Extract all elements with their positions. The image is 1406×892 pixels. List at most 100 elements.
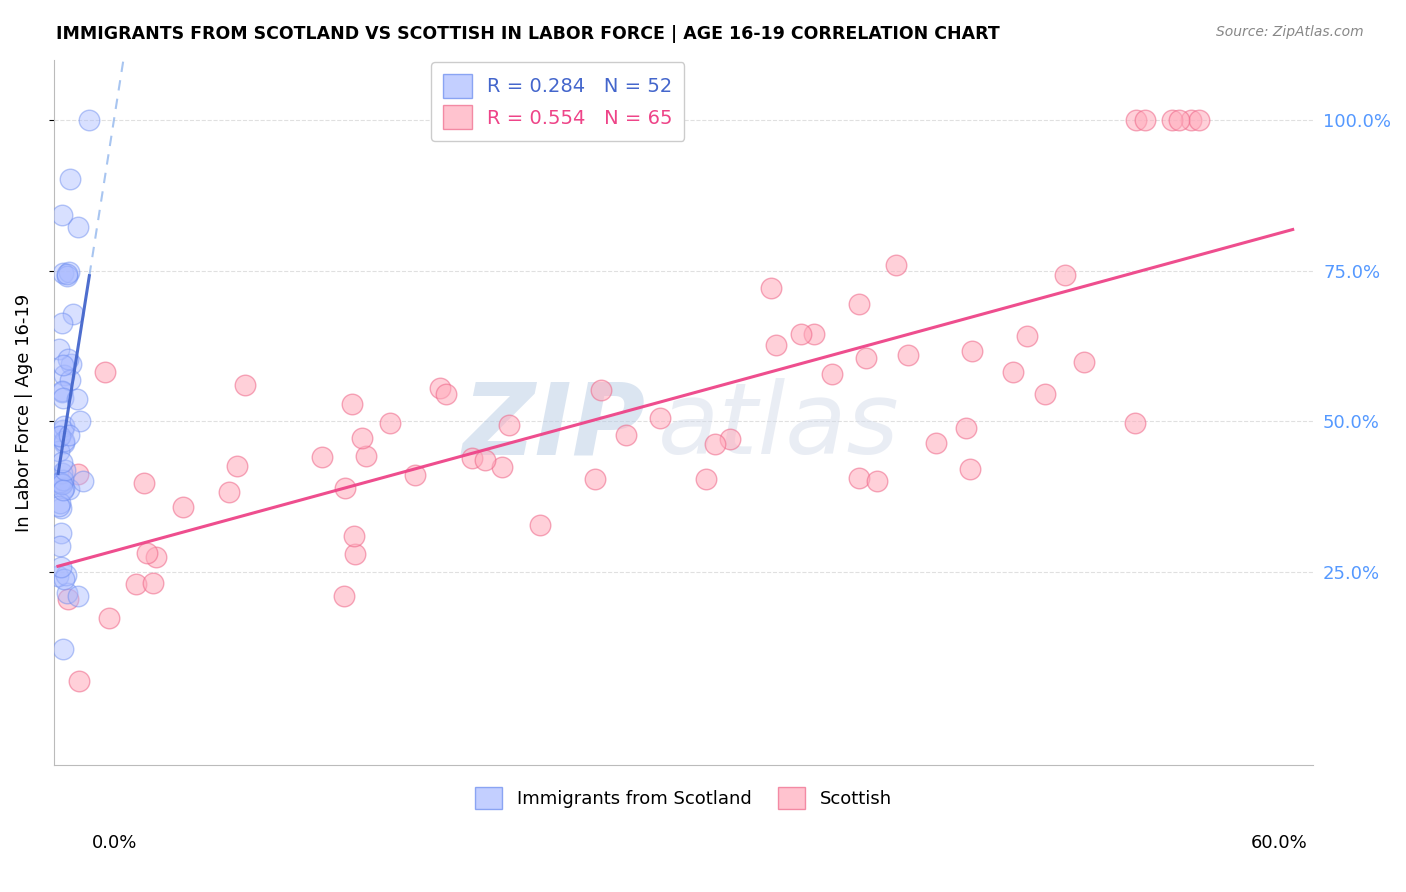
Point <box>51 208 73 222</box>
Point <box>1125 112 1147 127</box>
Point <box>132 476 155 491</box>
Point <box>72 474 94 488</box>
Point <box>461 451 484 466</box>
Point <box>59 172 82 186</box>
Y-axis label: In Labor Force | Age 16-19: In Labor Force | Age 16-19 <box>15 293 32 532</box>
Point <box>58 265 80 279</box>
Point <box>333 481 356 495</box>
Point <box>52 436 75 450</box>
Point <box>529 517 551 532</box>
Point <box>897 347 920 361</box>
Point <box>48 540 70 554</box>
Point <box>60 357 83 371</box>
Text: atlas: atlas <box>658 378 900 475</box>
Point <box>404 468 426 483</box>
Text: Source: ZipAtlas.com: Source: ZipAtlas.com <box>1216 25 1364 39</box>
Point <box>886 259 908 273</box>
Point <box>66 219 89 234</box>
Point <box>49 476 72 491</box>
Point <box>52 473 75 487</box>
Point <box>380 416 402 430</box>
Point <box>333 589 356 603</box>
Point <box>1125 416 1147 430</box>
Point <box>1015 329 1038 343</box>
Point <box>58 591 80 606</box>
Point <box>765 337 787 351</box>
Point <box>491 459 513 474</box>
Point <box>1180 112 1202 127</box>
Point <box>352 431 374 445</box>
Point <box>94 365 117 379</box>
Text: IMMIGRANTS FROM SCOTLAND VS SCOTTISH IN LABOR FORCE | AGE 16-19 CORRELATION CHAR: IMMIGRANTS FROM SCOTLAND VS SCOTTISH IN … <box>56 25 1000 43</box>
Point <box>46 569 69 583</box>
Point <box>498 417 520 432</box>
Text: 0.0%: 0.0% <box>91 834 136 852</box>
Point <box>48 499 70 513</box>
Point <box>848 471 870 485</box>
Point <box>98 611 121 625</box>
Point <box>343 529 366 543</box>
Point <box>145 549 167 564</box>
Point <box>58 428 80 442</box>
Point <box>49 429 72 443</box>
Point <box>1033 387 1056 401</box>
Point <box>55 267 77 281</box>
Legend: Immigrants from Scotland, Scottish: Immigrants from Scotland, Scottish <box>468 780 900 816</box>
Point <box>429 381 451 395</box>
Point <box>52 642 75 657</box>
Point <box>66 589 89 603</box>
Point <box>474 453 496 467</box>
Point <box>142 576 165 591</box>
Point <box>51 359 73 373</box>
Point <box>959 462 981 476</box>
Point <box>58 351 80 366</box>
Point <box>53 434 76 448</box>
Point <box>125 576 148 591</box>
Point <box>1168 112 1191 127</box>
Point <box>49 496 72 510</box>
Point <box>58 482 80 496</box>
Point <box>820 367 842 381</box>
Point <box>52 483 75 498</box>
Point <box>55 568 77 582</box>
Point <box>848 296 870 310</box>
Point <box>53 418 76 433</box>
Point <box>789 326 811 341</box>
Point <box>434 387 457 401</box>
Point <box>56 268 79 283</box>
Point <box>1053 268 1076 282</box>
Point <box>172 500 194 515</box>
Point <box>52 267 75 281</box>
Point <box>56 586 79 600</box>
Point <box>51 384 73 398</box>
Point <box>1002 365 1025 379</box>
Point <box>59 373 82 387</box>
Point <box>62 308 84 322</box>
Point <box>51 466 73 480</box>
Point <box>344 547 367 561</box>
Point <box>52 481 75 495</box>
Point <box>51 477 73 491</box>
Point <box>136 547 159 561</box>
Point <box>53 572 76 586</box>
Point <box>311 450 333 464</box>
Point <box>51 317 73 331</box>
Point <box>866 474 889 488</box>
Point <box>69 413 91 427</box>
Point <box>218 484 240 499</box>
Point <box>585 472 607 486</box>
Point <box>52 368 75 383</box>
Point <box>759 281 782 295</box>
Point <box>79 112 101 127</box>
Point <box>1133 112 1156 127</box>
Point <box>962 343 984 358</box>
Point <box>48 443 70 458</box>
Text: ZIP: ZIP <box>463 378 645 475</box>
Point <box>803 327 825 342</box>
Point <box>233 377 256 392</box>
Point <box>1188 112 1211 127</box>
Point <box>52 423 75 437</box>
Point <box>67 467 90 481</box>
Point <box>52 391 75 405</box>
Point <box>614 427 637 442</box>
